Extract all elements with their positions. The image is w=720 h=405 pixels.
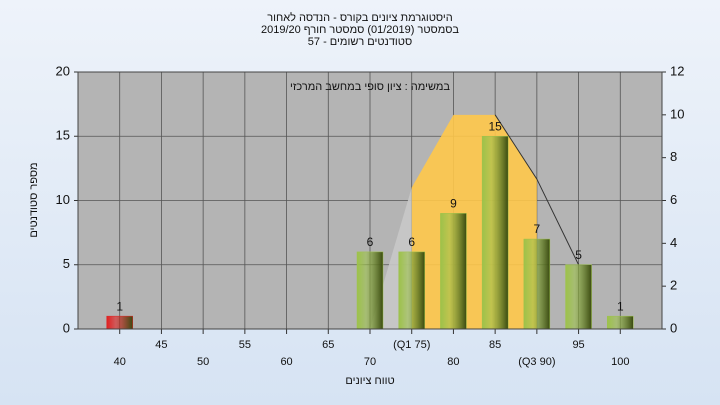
x-tick-label: 80 xyxy=(447,356,459,368)
y2-tick-label: 12 xyxy=(670,63,684,78)
annotation: במשימה : ציון סופי במחשב המרכזי xyxy=(290,81,450,93)
chart-title: בסמסטר (01/2019) סמסטר חורף 2019/20 xyxy=(261,24,459,36)
bar xyxy=(356,251,384,330)
bar-label: 5 xyxy=(575,248,582,262)
bar-label: 1 xyxy=(116,299,123,313)
y2-tick-label: 6 xyxy=(670,192,677,207)
x-tick-label: (Q1 75) xyxy=(393,339,430,351)
bar xyxy=(607,315,634,330)
y2-tick-label: 10 xyxy=(670,106,684,121)
x-tick-label: 45 xyxy=(155,339,167,351)
y-tick-label: 20 xyxy=(56,63,70,78)
y-tick-label: 5 xyxy=(63,256,70,271)
x-tick-label: 95 xyxy=(572,339,584,351)
y-tick-label: 0 xyxy=(63,320,70,335)
bar-label: 7 xyxy=(534,222,541,236)
y-tick-label: 10 xyxy=(56,192,70,207)
bar-label: 9 xyxy=(450,197,457,211)
bar xyxy=(440,213,467,330)
y2-tick-label: 8 xyxy=(670,149,677,164)
x-tick-label: 50 xyxy=(197,356,209,368)
chart-title: סטודנטים רשומים - 57 xyxy=(308,36,412,48)
bar-label: 6 xyxy=(367,235,374,249)
bar xyxy=(398,251,425,330)
y2-tick-label: 4 xyxy=(670,235,677,250)
x-tick-label: 40 xyxy=(114,356,126,368)
line xyxy=(494,114,580,265)
x-tick-label: 55 xyxy=(239,339,251,351)
bar xyxy=(106,315,133,330)
x-tick-label: 100 xyxy=(611,356,629,368)
bar-label: 1 xyxy=(617,299,624,313)
x-axis-label: טווח ציונים xyxy=(345,375,394,387)
bar-label: 15 xyxy=(488,119,502,133)
y2-tick-label: 0 xyxy=(670,320,677,335)
x-tick-label: 85 xyxy=(489,339,501,351)
x-tick-label: 65 xyxy=(322,339,334,351)
bar xyxy=(565,264,592,330)
plot-border xyxy=(77,71,663,330)
y-axis-label: מספר סטודנטים xyxy=(28,162,40,237)
bar xyxy=(523,238,551,330)
bar-label: 6 xyxy=(408,235,415,249)
x-tick-label: 60 xyxy=(280,356,292,368)
x-tick-label: (Q3 90) xyxy=(518,356,555,368)
x-tick-label: 70 xyxy=(364,356,376,368)
y2-tick-label: 2 xyxy=(670,278,677,293)
y-tick-label: 15 xyxy=(56,128,70,143)
bar xyxy=(481,136,509,330)
chart-title: היסטוגרמת ציונים בקורס - הנדסה לאחור xyxy=(267,11,453,24)
